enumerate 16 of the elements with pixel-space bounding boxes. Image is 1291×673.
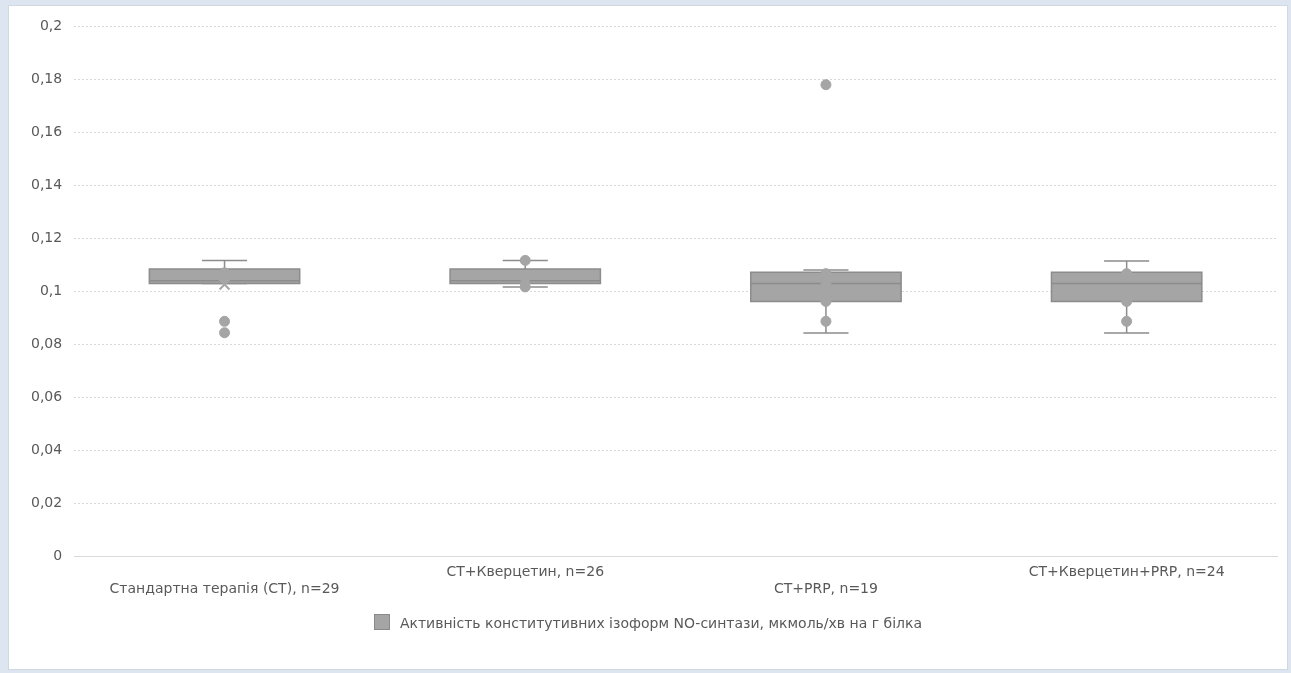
legend-label: Активність конститутивних ізоформ NO-синтази, мкмоль/хв на г білка: [398, 615, 923, 631]
y-tick-label: 0,2: [39, 17, 63, 34]
y-tick-label: 0,1: [39, 282, 63, 299]
y-tick-label: 0,04: [31, 441, 63, 458]
y-tick-label: 0,16: [31, 123, 63, 140]
x-tick-label: Стандартна терапія (СТ), n=29: [109, 580, 340, 597]
x-tick-label: СТ+Кверцетин+PRP, n=24: [1028, 563, 1225, 580]
y-tick-label: 0,18: [31, 70, 63, 87]
y-tick-label: 0,06: [31, 388, 63, 405]
x-tick-label: СТ+PRP, n=19: [773, 580, 878, 597]
y-tick-label: 0: [53, 547, 63, 564]
x-tick-label: СТ+Кверцетин, n=26: [446, 563, 605, 580]
y-tick-label: 0,14: [31, 176, 63, 193]
y-tick-label: 0,08: [31, 335, 63, 352]
y-tick-label: 0,02: [31, 494, 63, 511]
y-tick-label: 0,12: [31, 229, 63, 246]
